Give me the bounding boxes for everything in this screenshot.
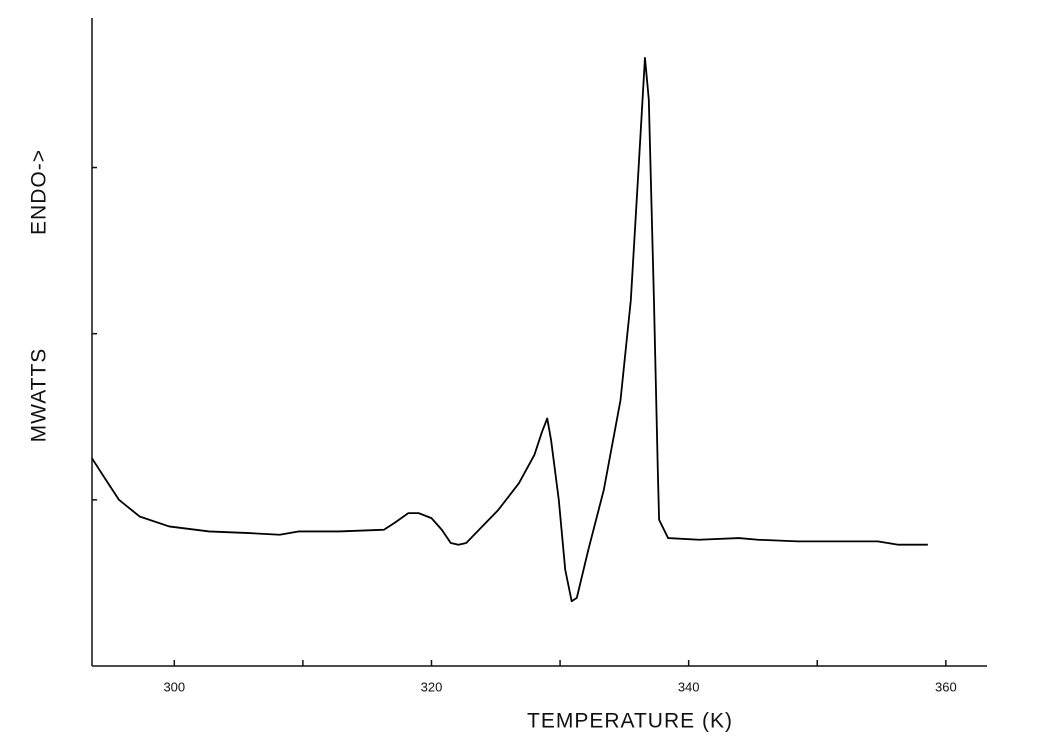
y-axis-direction-label: ENDO-> (28, 149, 51, 235)
x-tick-label: 300 (163, 679, 185, 694)
data-line (91, 56, 928, 603)
x-axis-label: TEMPERATURE (K) (527, 710, 733, 733)
x-tick-label: 340 (678, 679, 700, 694)
x-tick-label: 320 (421, 679, 443, 694)
y-axis-label: MWATTS (28, 348, 51, 443)
x-tick-label: 360 (935, 679, 957, 694)
